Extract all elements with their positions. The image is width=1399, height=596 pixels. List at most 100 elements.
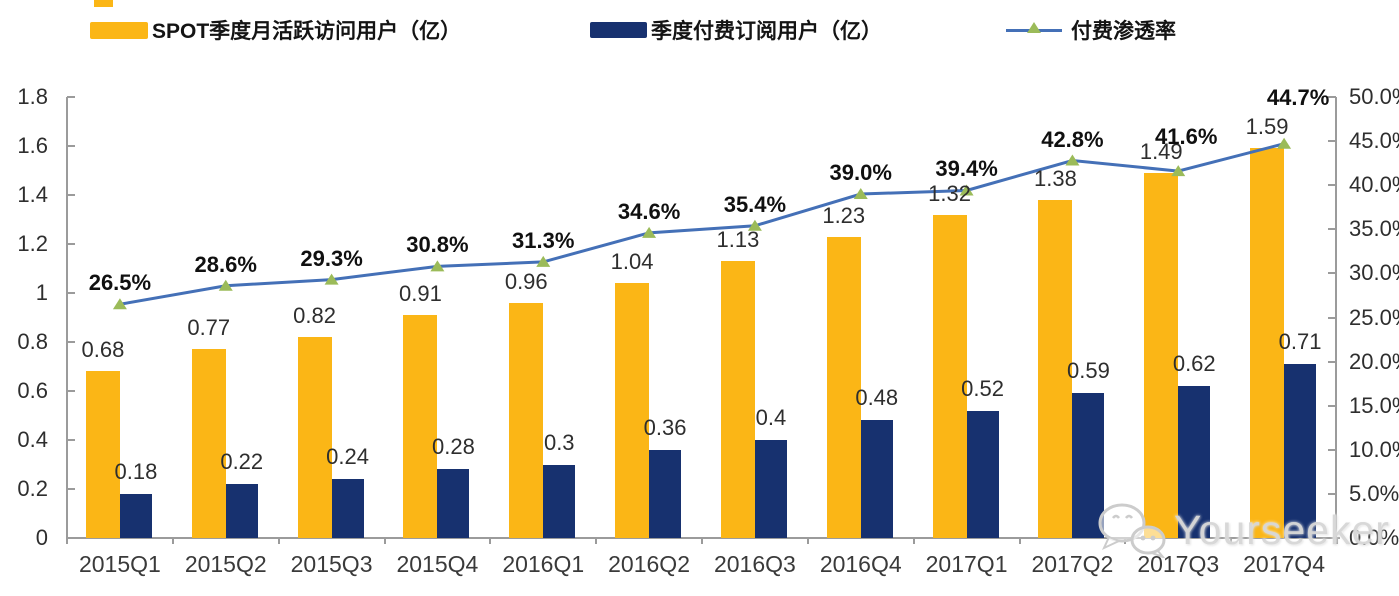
- x-axis-label: 2015Q1: [78, 551, 161, 577]
- x-axis-tick: [171, 538, 174, 544]
- bar-label-subscribers: 0.22: [220, 449, 264, 475]
- x-axis-tick: [1018, 538, 1021, 544]
- y-axis-left-tick: [67, 96, 75, 98]
- rate-label: 42.8%: [1041, 126, 1104, 152]
- legend-swatch-subscribers-icon: [590, 22, 647, 38]
- y-axis-left: [66, 97, 68, 544]
- y-axis-right-tick: [1328, 184, 1336, 187]
- bar-subscribers: [1072, 393, 1105, 538]
- y-axis-right-tick: [1328, 448, 1336, 451]
- y-axis-right-label: 45.0%: [1349, 128, 1399, 154]
- watermark: Yourseeker: [1096, 502, 1390, 558]
- x-axis-label: 2017Q4: [1243, 551, 1325, 577]
- y-axis-left-label: 0: [35, 525, 48, 550]
- bar-label-mau: 0.82: [293, 303, 336, 329]
- x-axis-label: 2016Q3: [713, 551, 796, 577]
- y-axis-left-tick: [67, 488, 75, 490]
- y-axis-right-tick: [1328, 492, 1336, 495]
- x-axis-tick: [277, 538, 280, 544]
- rate-label: 35.4%: [723, 191, 787, 217]
- y-axis-left-label: 1: [35, 280, 48, 305]
- x-axis-tick: [912, 538, 915, 544]
- bar-subscribers: [437, 469, 470, 538]
- bar-label-subscribers: 0.4: [755, 405, 787, 430]
- y-axis-left-tick: [67, 194, 75, 196]
- x-axis-label: 2016Q2: [608, 551, 690, 577]
- y-axis-right-label: 50.0%: [1349, 84, 1399, 109]
- bar-subscribers: [1284, 364, 1317, 538]
- bar-label-mau: 1.13: [716, 227, 760, 253]
- y-axis-right-label: 40.0%: [1349, 172, 1399, 198]
- y-axis-left-tick: [67, 341, 75, 343]
- x-axis-tick: [489, 538, 492, 544]
- line-marker-triangle-icon: [1065, 154, 1080, 166]
- bar-mau: [720, 261, 755, 538]
- y-axis-left-label: 1.6: [17, 133, 48, 158]
- line-marker-triangle-icon: [324, 273, 339, 285]
- y-axis-left-label: 1.8: [17, 84, 48, 109]
- line-marker-triangle-icon: [853, 188, 868, 200]
- bar-label-subscribers: 0.48: [855, 385, 899, 411]
- bar-subscribers: [119, 493, 152, 538]
- y-axis-right-label: 10.0%: [1349, 436, 1399, 462]
- y-axis-left-label: 0.4: [17, 427, 48, 452]
- bar-label-subscribers: 0.28: [431, 434, 475, 460]
- line-marker-triangle-icon: [536, 255, 551, 267]
- bar-label-subscribers: 0.71: [1278, 329, 1322, 355]
- bar-mau: [297, 337, 332, 538]
- y-axis-right-tick: [1328, 360, 1336, 363]
- y-axis-right-tick: [1328, 228, 1336, 231]
- y-axis-right-tick: [1328, 537, 1336, 539]
- legend-item-penetration: 付费渗透率: [1006, 15, 1176, 45]
- bar-label-mau: 0.91: [398, 281, 442, 307]
- x-axis-label: 2016Q1: [502, 551, 585, 577]
- bar-label-subscribers: 0.24: [326, 444, 369, 470]
- bar-mau: [191, 349, 226, 538]
- watermark-text: Yourseeker: [1174, 506, 1390, 553]
- y-axis-right-tick: [1328, 272, 1336, 275]
- bar-label-mau: 1.04: [610, 249, 654, 275]
- bar-subscribers: [966, 410, 999, 538]
- y-axis-left-label: 0.6: [17, 378, 48, 403]
- x-axis-label: 2015Q3: [290, 551, 373, 577]
- y-axis-right-label: 15.0%: [1349, 392, 1399, 418]
- bar-label-subscribers: 0.18: [114, 458, 158, 484]
- y-axis-right-label: 20.0%: [1349, 348, 1399, 374]
- x-axis-tick: [383, 538, 386, 544]
- x-axis-label: 2015Q2: [184, 551, 267, 577]
- x-axis-label: 2017Q3: [1137, 551, 1220, 577]
- bar-subscribers: [1178, 386, 1211, 538]
- y-axis-right-tick: [1328, 316, 1336, 319]
- bar-label-mau: 0.96: [504, 268, 548, 294]
- y-axis-left-tick: [67, 537, 75, 539]
- x-axis-tick: [806, 538, 809, 544]
- y-axis-left-label: 1.2: [17, 231, 48, 256]
- bar-label-subscribers: 0.3: [543, 429, 575, 455]
- bar-mau: [509, 302, 544, 538]
- line-marker-triangle-icon: [642, 226, 657, 238]
- legend-label-subscribers: 季度付费订阅用户（亿）: [651, 20, 882, 43]
- rate-label: 31.3%: [512, 227, 575, 253]
- bar-mau: [615, 283, 650, 538]
- x-axis: [66, 537, 1340, 539]
- bar-subscribers: [225, 484, 258, 538]
- legend-swatch-penetration-icon: [1006, 21, 1062, 33]
- legend-item-subscribers: 季度付费订阅用户（亿）: [590, 15, 882, 45]
- x-axis-tick: [595, 538, 598, 544]
- bar-label-mau: 1.59: [1245, 114, 1289, 140]
- bar-subscribers: [649, 449, 682, 538]
- line-marker-triangle-icon: [218, 279, 233, 291]
- rate-label: 39.4%: [935, 156, 998, 182]
- legend-label-penetration: 付费渗透率: [1071, 20, 1176, 43]
- x-axis-label: 2015Q4: [396, 551, 479, 577]
- y-axis-right-label: 0.0%: [1349, 525, 1399, 550]
- bar-subscribers: [754, 440, 787, 538]
- y-axis-left-label: 1.4: [17, 182, 48, 207]
- x-axis-label: 2017Q2: [1031, 551, 1114, 577]
- bar-subscribers: [543, 464, 576, 538]
- bar-label-subscribers: 0.36: [643, 414, 687, 440]
- y-axis-right-tick: [1328, 404, 1336, 407]
- x-axis-tick: [66, 538, 68, 544]
- y-axis-right: [1335, 97, 1337, 538]
